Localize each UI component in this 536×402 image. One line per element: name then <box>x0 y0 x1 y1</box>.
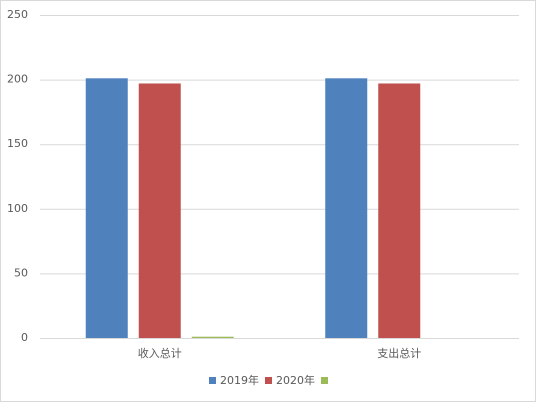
y-tick-label: 100 <box>7 202 28 215</box>
y-tick-label: 150 <box>7 137 28 150</box>
y-tick-label: 0 <box>21 331 28 344</box>
legend-swatch <box>321 377 328 384</box>
bar <box>325 78 368 339</box>
bar <box>138 83 181 338</box>
legend-label: 2020年 <box>276 373 315 387</box>
legend-label: 2019年 <box>220 373 259 387</box>
y-tick-label: 50 <box>14 266 28 279</box>
y-tick-label: 250 <box>7 8 28 21</box>
bar <box>378 83 421 338</box>
x-tick-label: 收入总计 <box>138 346 182 360</box>
y-tick-label: 200 <box>7 73 28 86</box>
bar <box>85 78 128 339</box>
legend-swatch <box>209 377 216 384</box>
legend-swatch <box>265 377 272 384</box>
bar <box>191 336 234 338</box>
x-tick-label: 支出总计 <box>377 346 421 360</box>
